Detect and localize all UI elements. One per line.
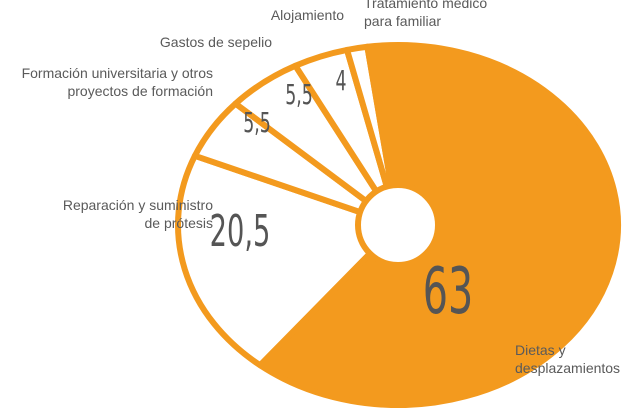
value-label: 5,5 — [285, 79, 313, 111]
value-label-group: 5,5 — [243, 107, 271, 139]
value-label: 5,5 — [243, 107, 271, 139]
value-label-group: 5,5 — [285, 79, 313, 111]
value-label-group: 63 — [423, 254, 473, 329]
category-label: Alojamiento — [271, 7, 344, 23]
value-label: 4 — [335, 65, 346, 97]
value-label: 63 — [423, 254, 473, 329]
category-label: Reparación y suministro de prótesis — [63, 197, 213, 231]
value-label-group: 4 — [335, 65, 346, 97]
category-label: Tratamiento médico para familiar — [364, 0, 487, 29]
donut-hole — [355, 182, 441, 268]
value-label: 20,5 — [210, 205, 271, 257]
value-label-group: 20,5 — [210, 205, 271, 257]
category-label: Formación universitaria y otros proyectos… — [22, 65, 213, 99]
category-label: Gastos de sepelio — [160, 34, 272, 50]
category-label: Dietas y desplazamientos — [515, 342, 620, 376]
